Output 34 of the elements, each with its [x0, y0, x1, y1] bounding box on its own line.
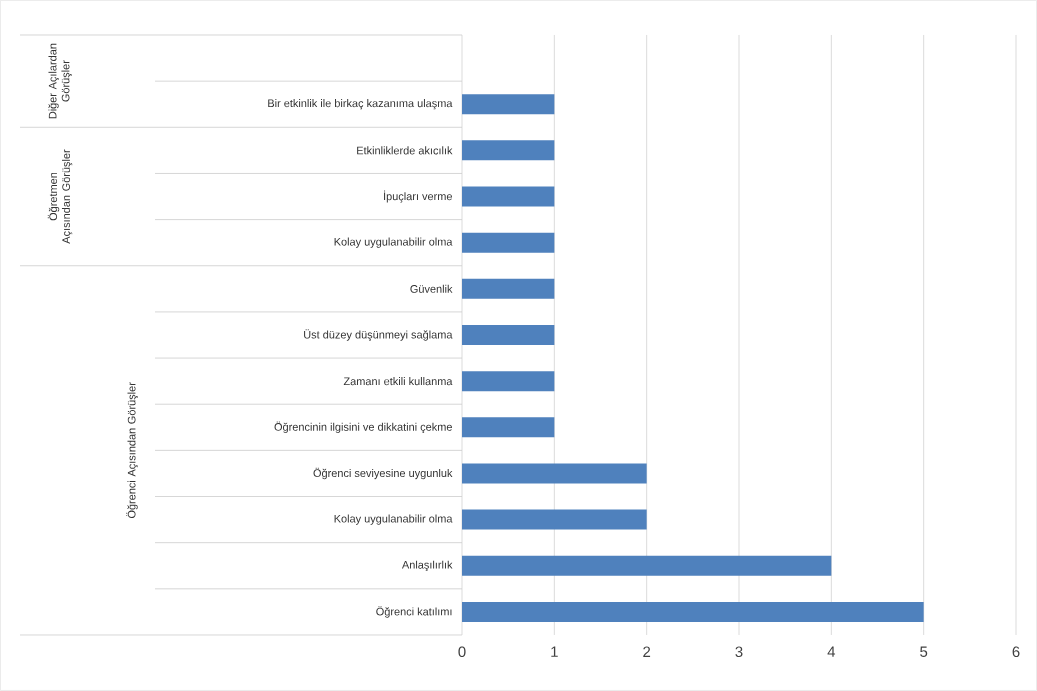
y-tick-label: Güvenlik	[410, 284, 453, 293]
y-tick-label: Anlaşılırlık	[401, 560, 453, 571]
bar	[462, 140, 555, 161]
x-tick-label: 5	[920, 646, 928, 657]
text: Öğretmen Açısından Görüşler	[47, 149, 73, 244]
y-tick-label: Etkinliklerde akıcılık	[357, 146, 453, 155]
text: Öğrenci Açısından Görüşler	[126, 382, 138, 519]
y-tick-label: Zamanı etkili kullanma	[343, 377, 453, 386]
text: Diğer Açılardan Görüşler	[48, 43, 72, 119]
x-tick-label: 2	[643, 646, 651, 657]
bar	[462, 555, 832, 576]
y-tick-label: Öğrenci seviyesine uygunluk	[313, 467, 453, 480]
bar	[462, 324, 555, 345]
y-tick-label: Kolay uygulanabilir olma	[334, 237, 453, 248]
y-tick-label: Öğrenci katılımı	[376, 606, 452, 618]
x-tick-label: 0	[458, 646, 466, 658]
y-tick-label: Öğrencinin ilgisini ve dikkatini çekme	[274, 421, 452, 434]
bar	[462, 232, 555, 253]
x-tick-label: 4	[827, 646, 836, 657]
y-tick-label: İpuçları verme	[384, 190, 452, 203]
bar	[462, 463, 647, 484]
bar	[462, 417, 555, 438]
x-tick-label: 6	[1012, 646, 1020, 658]
bar	[462, 509, 647, 530]
y-tick-label: Üst düzey düşünmeyi sağlama	[304, 329, 453, 341]
bar	[462, 278, 555, 299]
bar	[462, 371, 555, 392]
bar	[462, 94, 555, 115]
bar	[462, 186, 555, 207]
bar	[462, 601, 924, 622]
x-tick-label: 3	[735, 646, 743, 658]
y-tick-label: Kolay uygulanabilir olma	[334, 514, 453, 525]
y-tick-label: Bir etkinlik ile birkaç kazanıma ulaşma	[268, 99, 453, 110]
x-tick-label: 1	[551, 646, 558, 657]
